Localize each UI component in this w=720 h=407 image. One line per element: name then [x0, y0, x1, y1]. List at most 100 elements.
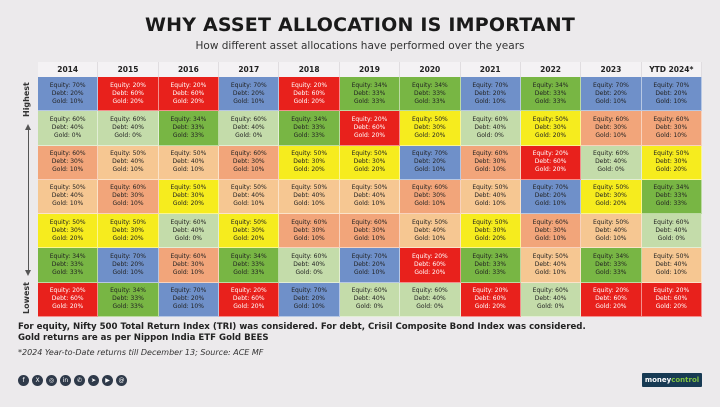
- allocation-cell: Equity: 50% Debt: 30% Gold: 20%: [400, 111, 461, 146]
- allocation-equity: Equity: 50%: [532, 115, 569, 123]
- allocation-cell: Equity: 70% Debt: 20% Gold: 10%: [38, 77, 99, 112]
- allocation-cell: Equity: 70% Debt: 20% Gold: 10%: [460, 77, 521, 112]
- allocation-cell: Equity: 60% Debt: 40% Gold: 0%: [38, 111, 99, 146]
- allocation-cell: Equity: 50% Debt: 40% Gold: 10%: [460, 179, 521, 215]
- allocation-gold: Gold: 10%: [474, 97, 506, 105]
- allocation-cell: Equity: 50% Debt: 40% Gold: 10%: [279, 179, 340, 215]
- allocation-gold: Gold: 33%: [474, 269, 506, 277]
- allocation-debt: Debt: 20%: [655, 89, 688, 97]
- allocation-cell: Equity: 60% Debt: 40% Gold: 0%: [339, 282, 401, 317]
- allocation-cell: Equity: 20% Debt: 60% Gold: 20%: [520, 145, 582, 180]
- x-icon[interactable]: X: [32, 375, 43, 386]
- allocation-debt: Debt: 60%: [112, 89, 144, 97]
- allocation-equity: Equity: 20%: [593, 287, 629, 295]
- allocation-equity: Equity: 20%: [110, 81, 146, 89]
- allocation-cell: Equity: 60% Debt: 30% Gold: 10%: [460, 145, 521, 180]
- allocation-equity: Equity: 34%: [49, 253, 86, 261]
- year-header: 2014: [38, 62, 99, 77]
- allocation-equity: Equity: 70%: [170, 287, 207, 295]
- allocation-cell: Equity: 70% Debt: 20% Gold: 10%: [641, 77, 702, 112]
- allocation-equity: Equity: 70%: [351, 253, 388, 261]
- allocation-gold: Gold: 10%: [595, 131, 627, 139]
- allocation-gold: Gold: 20%: [595, 200, 627, 208]
- allocation-cell: Equity: 70% Debt: 20% Gold: 10%: [158, 282, 220, 317]
- allocation-debt: Debt: 30%: [112, 192, 144, 200]
- allocation-debt: Debt: 33%: [172, 123, 205, 131]
- allocation-debt: Debt: 40%: [51, 192, 84, 200]
- allocation-equity: Equity: 50%: [170, 150, 207, 158]
- whatsapp-icon[interactable]: ✆: [74, 375, 85, 386]
- year-header: YTD 2024*: [641, 62, 702, 77]
- allocation-gold: Gold: 0%: [597, 166, 625, 174]
- instagram-icon[interactable]: ◎: [46, 375, 57, 386]
- allocation-gold: Gold: 20%: [233, 303, 265, 311]
- allocation-gold: Gold: 10%: [595, 97, 627, 105]
- allocation-gold: Gold: 0%: [174, 234, 203, 242]
- allocation-cell: Equity: 60% Debt: 30% Gold: 10%: [581, 111, 642, 146]
- allocation-gold: Gold: 10%: [535, 200, 567, 208]
- allocation-cell: Equity: 34% Debt: 33% Gold: 33%: [520, 77, 582, 112]
- allocation-equity: Equity: 34%: [653, 184, 690, 192]
- allocation-gold: Gold: 0%: [114, 131, 142, 139]
- allocation-gold: Gold: 10%: [293, 303, 325, 311]
- threads-icon[interactable]: @: [116, 375, 127, 386]
- allocation-cell: Equity: 50% Debt: 40% Gold: 10%: [641, 248, 702, 283]
- allocation-cell: Equity: 50% Debt: 30% Gold: 20%: [98, 214, 159, 249]
- youtube-icon[interactable]: ▶: [102, 375, 113, 386]
- year-header: 2015: [98, 62, 159, 77]
- allocation-cell: Equity: 70% Debt: 20% Gold: 10%: [219, 77, 280, 112]
- allocation-debt: Debt: 40%: [232, 192, 265, 200]
- allocation-gold: Gold: 20%: [112, 97, 144, 105]
- allocation-cell: Equity: 60% Debt: 40% Gold: 0%: [158, 214, 220, 249]
- allocation-equity: Equity: 60%: [351, 287, 388, 295]
- allocation-cell: Equity: 60% Debt: 40% Gold: 0%: [279, 248, 340, 283]
- allocation-cell: Equity: 60% Debt: 30% Gold: 10%: [520, 214, 582, 249]
- allocation-equity: Equity: 70%: [49, 81, 86, 89]
- allocation-cell: Equity: 50% Debt: 40% Gold: 10%: [38, 179, 99, 215]
- allocation-equity: Equity: 60%: [49, 115, 86, 123]
- facebook-icon[interactable]: f: [18, 375, 29, 386]
- allocation-equity: Equity: 50%: [593, 218, 629, 226]
- allocation-gold: Gold: 33%: [52, 269, 84, 277]
- allocation-gold: Gold: 20%: [474, 234, 506, 242]
- allocation-debt: Debt: 20%: [474, 89, 507, 97]
- allocation-cell: Equity: 50% Debt: 40% Gold: 10%: [400, 214, 461, 249]
- allocation-debt: Debt: 30%: [353, 158, 386, 166]
- allocation-cell: Equity: 60% Debt: 40% Gold: 0%: [460, 111, 521, 146]
- allocation-equity: Equity: 60%: [653, 115, 690, 123]
- allocation-debt: Debt: 60%: [232, 295, 265, 303]
- allocation-cell: Equity: 50% Debt: 30% Gold: 20%: [279, 145, 340, 180]
- allocation-gold: Gold: 10%: [112, 200, 144, 208]
- allocation-debt: Debt: 30%: [51, 226, 84, 234]
- allocation-cell: Equity: 70% Debt: 20% Gold: 10%: [581, 77, 642, 112]
- allocation-debt: Debt: 40%: [534, 261, 567, 269]
- allocation-cell: Equity: 50% Debt: 30% Gold: 20%: [641, 145, 702, 180]
- allocation-debt: Debt: 30%: [595, 123, 627, 131]
- allocation-debt: Debt: 33%: [474, 261, 507, 269]
- allocation-debt: Debt: 30%: [172, 261, 205, 269]
- allocation-debt: Debt: 30%: [474, 226, 507, 234]
- allocation-cell: Equity: 34% Debt: 33% Gold: 33%: [279, 111, 340, 146]
- allocation-debt: Debt: 40%: [51, 123, 84, 131]
- allocation-cell: Equity: 60% Debt: 40% Gold: 0%: [641, 214, 702, 249]
- allocation-equity: Equity: 20%: [230, 287, 267, 295]
- allocation-gold: Gold: 10%: [172, 166, 204, 174]
- allocation-equity: Equity: 60%: [49, 150, 86, 158]
- allocation-equity: Equity: 60%: [653, 218, 690, 226]
- allocation-cell: Equity: 60% Debt: 40% Gold: 0%: [400, 282, 461, 317]
- allocation-gold: Gold: 33%: [112, 303, 144, 311]
- allocation-equity: Equity: 50%: [110, 218, 146, 226]
- note-line-2: Gold returns are as per Nippon India ETF…: [18, 333, 269, 343]
- allocation-equity: Equity: 70%: [291, 287, 328, 295]
- allocation-cell: Equity: 70% Debt: 20% Gold: 10%: [279, 282, 340, 317]
- linkedin-icon[interactable]: in: [60, 375, 71, 386]
- allocation-cell: Equity: 34% Debt: 33% Gold: 33%: [641, 179, 702, 215]
- telegram-icon[interactable]: ➤: [88, 375, 99, 386]
- allocation-cell: Equity: 20% Debt: 60% Gold: 20%: [339, 111, 401, 146]
- allocation-gold: Gold: 10%: [414, 234, 446, 242]
- allocation-debt: Debt: 20%: [595, 89, 627, 97]
- allocation-equity: Equity: 60%: [291, 218, 328, 226]
- allocation-gold: Gold: 10%: [112, 166, 144, 174]
- allocation-cell: Equity: 60% Debt: 30% Gold: 10%: [219, 145, 280, 180]
- allocation-equity: Equity: 50%: [291, 184, 328, 192]
